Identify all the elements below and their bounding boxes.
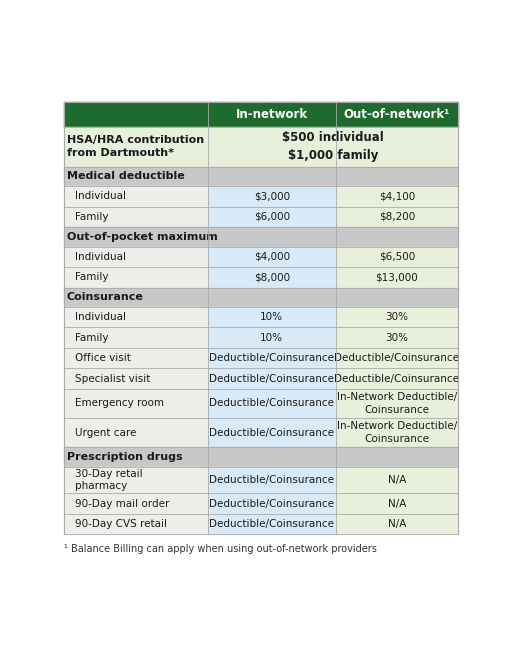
- Bar: [336, 369, 458, 389]
- Bar: [64, 267, 208, 287]
- Bar: [208, 369, 336, 389]
- Bar: [208, 418, 336, 448]
- Bar: [336, 206, 458, 227]
- Bar: [64, 227, 458, 247]
- Text: Out-of-pocket maximum: Out-of-pocket maximum: [67, 232, 217, 242]
- Bar: [64, 102, 208, 127]
- Text: Emergency room: Emergency room: [75, 399, 164, 409]
- Text: $8,200: $8,200: [379, 212, 415, 222]
- Text: 90-Day mail order: 90-Day mail order: [75, 498, 170, 509]
- Text: Individual: Individual: [75, 312, 126, 322]
- Bar: [208, 307, 336, 328]
- Bar: [64, 467, 208, 494]
- Bar: [208, 247, 336, 267]
- Text: $4,100: $4,100: [379, 192, 415, 202]
- Bar: [208, 494, 336, 514]
- Text: 30%: 30%: [385, 333, 408, 342]
- Text: Coinsurance: Coinsurance: [67, 292, 144, 302]
- Text: ¹ Balance Billing can apply when using out-of-network providers: ¹ Balance Billing can apply when using o…: [64, 543, 377, 553]
- Text: Medical deductible: Medical deductible: [67, 172, 185, 182]
- Bar: [208, 348, 336, 369]
- Bar: [64, 127, 208, 167]
- Text: In-network: In-network: [236, 108, 308, 121]
- Text: $6,000: $6,000: [253, 212, 290, 222]
- Bar: [336, 494, 458, 514]
- Text: 30-Day retail
pharmacy: 30-Day retail pharmacy: [75, 469, 143, 491]
- Text: $4,000: $4,000: [253, 252, 290, 262]
- Bar: [336, 514, 458, 535]
- Text: 10%: 10%: [260, 312, 283, 322]
- Bar: [336, 307, 458, 328]
- Bar: [336, 418, 458, 448]
- Text: Out-of-network¹: Out-of-network¹: [344, 108, 450, 121]
- Bar: [336, 186, 458, 206]
- Text: Deductible/Coinsurance: Deductible/Coinsurance: [209, 374, 334, 383]
- Text: Individual: Individual: [75, 192, 126, 202]
- Text: Prescription drugs: Prescription drugs: [67, 452, 182, 462]
- Bar: [208, 186, 336, 206]
- Text: Deductible/Coinsurance: Deductible/Coinsurance: [334, 374, 460, 383]
- Text: Family: Family: [75, 272, 109, 282]
- Bar: [208, 389, 336, 418]
- Text: Office visit: Office visit: [75, 353, 131, 363]
- Text: Deductible/Coinsurance: Deductible/Coinsurance: [334, 353, 460, 363]
- Bar: [64, 287, 458, 307]
- Bar: [64, 494, 208, 514]
- Text: N/A: N/A: [388, 519, 406, 529]
- Bar: [64, 307, 208, 328]
- Text: N/A: N/A: [388, 498, 406, 509]
- Text: $500 individual
$1,000 family: $500 individual $1,000 family: [282, 131, 384, 162]
- Bar: [64, 247, 208, 267]
- Text: In-Network Deductible/
Coinsurance: In-Network Deductible/ Coinsurance: [337, 392, 457, 415]
- Text: $3,000: $3,000: [253, 192, 290, 202]
- Text: Deductible/Coinsurance: Deductible/Coinsurance: [209, 427, 334, 438]
- Bar: [208, 206, 336, 227]
- Bar: [64, 167, 458, 186]
- Text: 30%: 30%: [385, 312, 408, 322]
- Bar: [64, 514, 208, 535]
- Bar: [64, 389, 208, 418]
- Text: In-Network Deductible/
Coinsurance: In-Network Deductible/ Coinsurance: [337, 421, 457, 444]
- Bar: [336, 102, 458, 127]
- Text: $8,000: $8,000: [253, 272, 290, 282]
- Bar: [208, 102, 336, 127]
- Text: Individual: Individual: [75, 252, 126, 262]
- Bar: [208, 328, 336, 348]
- Text: Urgent care: Urgent care: [75, 427, 137, 438]
- Bar: [64, 206, 208, 227]
- Bar: [64, 186, 208, 206]
- Bar: [208, 514, 336, 535]
- Bar: [336, 348, 458, 369]
- Bar: [336, 389, 458, 418]
- Text: Deductible/Coinsurance: Deductible/Coinsurance: [209, 399, 334, 409]
- Bar: [208, 267, 336, 287]
- Text: N/A: N/A: [388, 475, 406, 485]
- Text: Specialist visit: Specialist visit: [75, 374, 151, 383]
- Bar: [336, 247, 458, 267]
- Text: 10%: 10%: [260, 333, 283, 342]
- Bar: [208, 467, 336, 494]
- Text: Deductible/Coinsurance: Deductible/Coinsurance: [209, 498, 334, 509]
- Text: Deductible/Coinsurance: Deductible/Coinsurance: [209, 353, 334, 363]
- Bar: [64, 448, 458, 467]
- Text: Family: Family: [75, 333, 109, 342]
- Bar: [64, 418, 208, 448]
- Bar: [336, 328, 458, 348]
- Bar: [336, 267, 458, 287]
- Text: 90-Day CVS retail: 90-Day CVS retail: [75, 519, 167, 529]
- Text: Deductible/Coinsurance: Deductible/Coinsurance: [209, 475, 334, 485]
- Text: Deductible/Coinsurance: Deductible/Coinsurance: [209, 519, 334, 529]
- Text: $13,000: $13,000: [376, 272, 418, 282]
- Text: Family: Family: [75, 212, 109, 222]
- Text: HSA/HRA contribution
from Dartmouth*: HSA/HRA contribution from Dartmouth*: [67, 135, 204, 158]
- Bar: [208, 127, 458, 167]
- Bar: [64, 369, 208, 389]
- Bar: [336, 467, 458, 494]
- Bar: [64, 348, 208, 369]
- Text: $6,500: $6,500: [379, 252, 415, 262]
- Bar: [64, 328, 208, 348]
